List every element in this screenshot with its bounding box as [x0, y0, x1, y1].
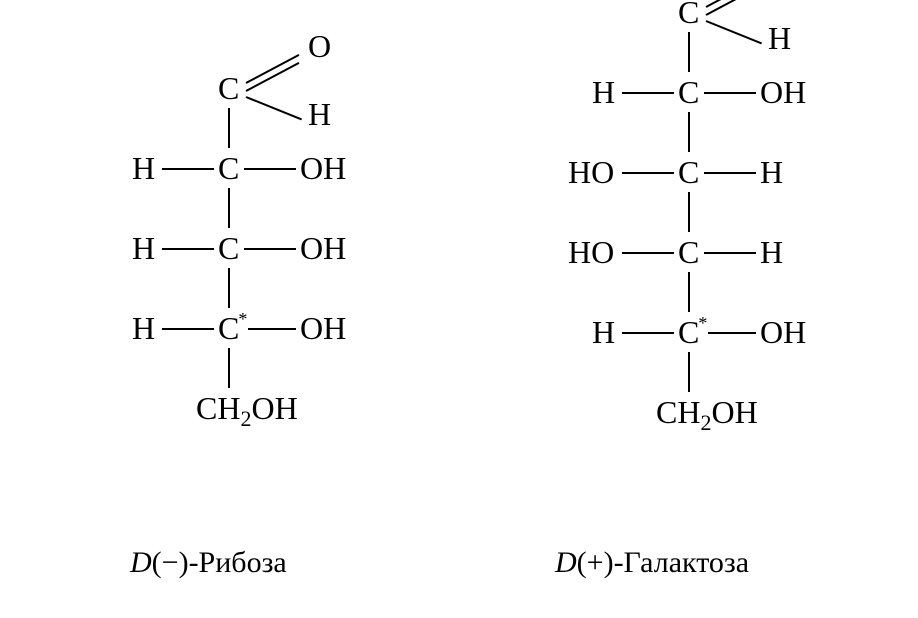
atom-c1: C — [218, 70, 239, 107]
atom-gc2: C — [678, 74, 699, 111]
atom-c3: C — [218, 230, 239, 267]
hbond-2r — [244, 168, 296, 170]
gvbond-1-2 — [688, 32, 690, 72]
atom-oh4: OH — [300, 310, 346, 347]
hbond-3r — [244, 248, 296, 250]
atom-gh5l: H — [592, 314, 615, 351]
label-galactose: D(+)-Галактоза — [555, 546, 749, 580]
atom-h2l: H — [132, 150, 155, 187]
hbond-4l — [162, 328, 214, 330]
atom-oh2: OH — [300, 150, 346, 187]
bond-c1-h — [246, 96, 302, 120]
atom-gc5-text: C — [678, 314, 699, 350]
ch2-sub-g: 2 — [700, 410, 711, 435]
ghbond-5r — [708, 332, 756, 334]
vbond-2-3 — [228, 188, 230, 228]
ghbond-3l — [622, 172, 674, 174]
ch2-tail-g: OH — [711, 394, 757, 430]
hbond-2l — [162, 168, 214, 170]
ghbond-5l — [622, 332, 674, 334]
atom-goh2: OH — [760, 74, 806, 111]
star-gc5: * — [698, 313, 707, 333]
gvbond-3-4 — [688, 192, 690, 232]
atom-gh2l: H — [592, 74, 615, 111]
gbond-c1-h — [706, 20, 762, 44]
hbond-3l — [162, 248, 214, 250]
ghbond-3r — [704, 172, 756, 174]
atom-gh4r: H — [760, 234, 783, 271]
ghbond-4l — [622, 252, 674, 254]
ch2-text-r: CH — [196, 390, 240, 426]
atom-gh3r: H — [760, 154, 783, 191]
atom-c4: C* — [218, 310, 248, 347]
atom-o1: O — [308, 28, 331, 65]
hbond-4r — [248, 328, 296, 330]
atom-gh1: H — [768, 20, 791, 57]
label-ribose: D(−)-Рибоза — [130, 546, 287, 580]
ch2-sub-r: 2 — [240, 406, 251, 431]
star-c4: * — [238, 309, 247, 329]
atom-gc1: C — [678, 0, 699, 31]
vbond-3-4 — [228, 268, 230, 308]
atom-h1: H — [308, 96, 331, 133]
vbond-4-5 — [228, 348, 230, 388]
atom-h4l: H — [132, 310, 155, 347]
atom-ch2oh-galactose: CH2OH — [656, 394, 758, 436]
double-bond-1a — [246, 54, 300, 84]
ghbond-2l — [622, 92, 674, 94]
atom-c2: C — [218, 150, 239, 187]
atom-c4-text: C — [218, 310, 239, 346]
gvbond-5-6 — [688, 352, 690, 392]
ghbond-2r — [704, 92, 756, 94]
atom-oh3: OH — [300, 230, 346, 267]
atom-gc4: C — [678, 234, 699, 271]
gvbond-4-5 — [688, 272, 690, 312]
atom-gho4l: HO — [568, 234, 614, 271]
ghbond-4r — [704, 252, 756, 254]
atom-gho3l: HO — [568, 154, 614, 191]
atom-gc5: C* — [678, 314, 708, 351]
ch2-tail-r: OH — [251, 390, 297, 426]
atom-ch2oh-ribose: CH2OH — [196, 390, 298, 432]
atom-h3l: H — [132, 230, 155, 267]
atom-gc3: C — [678, 154, 699, 191]
vbond-1-2 — [228, 108, 230, 148]
atom-goh5: OH — [760, 314, 806, 351]
gvbond-2-3 — [688, 112, 690, 152]
ch2-text-g: CH — [656, 394, 700, 430]
